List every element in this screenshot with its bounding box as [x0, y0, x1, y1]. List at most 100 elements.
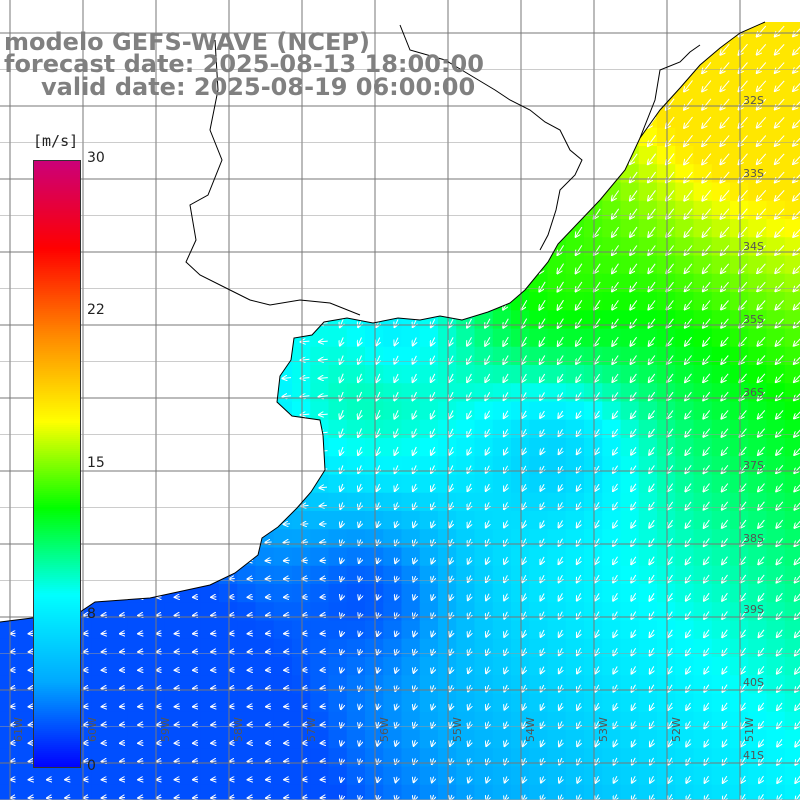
- wind-cell: [18, 784, 38, 800]
- colorbar-segment: [34, 415, 80, 417]
- colorbar-segment: [34, 395, 80, 397]
- wind-arrow: [264, 159, 274, 160]
- wind-arrow: [576, 336, 583, 346]
- colorbar-segment: [34, 523, 80, 525]
- colorbar-segment: [34, 167, 80, 169]
- colorbar-segment: [34, 469, 80, 471]
- wind-cell: [237, 401, 257, 421]
- colorbar-segment: [34, 303, 80, 305]
- colorbar-segment: [34, 163, 80, 165]
- wind-cell: [584, 73, 603, 92]
- wind-cell: [0, 200, 19, 220]
- wind-arrow: [137, 159, 145, 160]
- wind-cell: [584, 255, 603, 275]
- wind-cell: [383, 565, 403, 585]
- wind-arrow: [156, 451, 163, 452]
- wind-cell: [182, 273, 202, 293]
- wind-arrow: [757, 336, 766, 346]
- wind-cell: [91, 565, 111, 585]
- wind-cell: [200, 693, 220, 713]
- wind-arrow: [394, 245, 398, 255]
- wind-arrow: [612, 98, 620, 110]
- wind-cell: [474, 584, 494, 603]
- wind-cell: [328, 547, 348, 567]
- wind-arrow: [266, 688, 271, 689]
- wind-cell: [164, 109, 184, 129]
- wind-cell: [73, 784, 92, 800]
- wind-cell: [182, 784, 202, 800]
- wind-cell: [620, 766, 640, 786]
- wind-arrow: [685, 281, 693, 291]
- wind-cell: [346, 328, 366, 348]
- wind-cell: [292, 784, 311, 800]
- wind-arrow: [265, 524, 272, 525]
- wind-cell: [547, 529, 567, 549]
- wind-arrow: [340, 209, 343, 219]
- wind-cell: [255, 474, 275, 494]
- wind-cell: [474, 164, 494, 184]
- wind-arrow: [118, 159, 127, 160]
- wind-cell: [492, 492, 512, 512]
- wind-cell: [657, 620, 676, 640]
- colorbar-segment: [34, 661, 80, 663]
- wind-arrow: [319, 195, 328, 196]
- wind-arrow: [320, 505, 327, 506]
- wind-cell: [146, 638, 165, 658]
- wind-arrow: [283, 323, 292, 324]
- wind-cell: [693, 602, 713, 622]
- colorbar-segment: [34, 651, 80, 653]
- wind-arrow: [319, 250, 328, 251]
- wind-arrow: [136, 13, 145, 14]
- wind-arrow: [84, 542, 89, 543]
- wind-cell: [529, 693, 549, 713]
- wind-cell: [638, 766, 658, 786]
- colorbar-segment: [34, 539, 80, 541]
- wind-arrow: [211, 560, 217, 561]
- wind-arrow: [430, 117, 436, 127]
- wind-arrow: [539, 43, 546, 55]
- wind-cell: [730, 91, 749, 111]
- wind-arrow: [210, 250, 218, 251]
- colorbar-segment: [34, 369, 80, 371]
- wind-arrow: [594, 153, 601, 164]
- wind-cell: [219, 748, 238, 768]
- wind-cell: [474, 346, 494, 366]
- wind-arrow: [394, 26, 399, 36]
- wind-cell: [328, 237, 348, 257]
- wind-cell: [547, 164, 567, 184]
- wind-cell: [657, 547, 676, 567]
- wind-arrow: [467, 245, 473, 255]
- wind-arrow: [413, 319, 417, 327]
- wind-cell: [346, 730, 366, 749]
- wind-arrow: [775, 300, 784, 310]
- wind-cell: [182, 438, 202, 457]
- wind-arrow: [720, 171, 730, 183]
- colorbar-segment: [34, 541, 80, 543]
- wind-arrow: [283, 451, 291, 452]
- wind-cell: [784, 109, 800, 129]
- colorbar-segment: [34, 495, 80, 497]
- colorbar-segment: [34, 487, 80, 489]
- wind-arrow: [138, 542, 143, 543]
- wind-cell: [109, 638, 129, 658]
- wind-cell: [620, 529, 640, 549]
- wind-cell: [365, 638, 384, 658]
- wind-arrow: [649, 336, 656, 346]
- wind-arrow: [630, 7, 638, 18]
- wind-cell: [164, 127, 184, 147]
- lon-label-54w: 54W: [524, 717, 537, 742]
- wind-arrow: [101, 414, 108, 415]
- lon-label-59w: 59W: [159, 717, 172, 742]
- wind-arrow: [192, 341, 200, 342]
- wind-arrow: [793, 190, 800, 200]
- wind-cell: [383, 383, 403, 403]
- wind-arrow: [284, 542, 290, 543]
- wind-cell: [200, 784, 220, 800]
- wind-cell: [401, 492, 421, 512]
- colorbar-segment: [34, 513, 80, 515]
- lon-label-53w: 53W: [597, 717, 610, 742]
- wind-cell: [91, 383, 111, 403]
- wind-cell: [0, 328, 19, 348]
- wind-cell: [492, 383, 512, 403]
- wind-cell: [328, 146, 348, 165]
